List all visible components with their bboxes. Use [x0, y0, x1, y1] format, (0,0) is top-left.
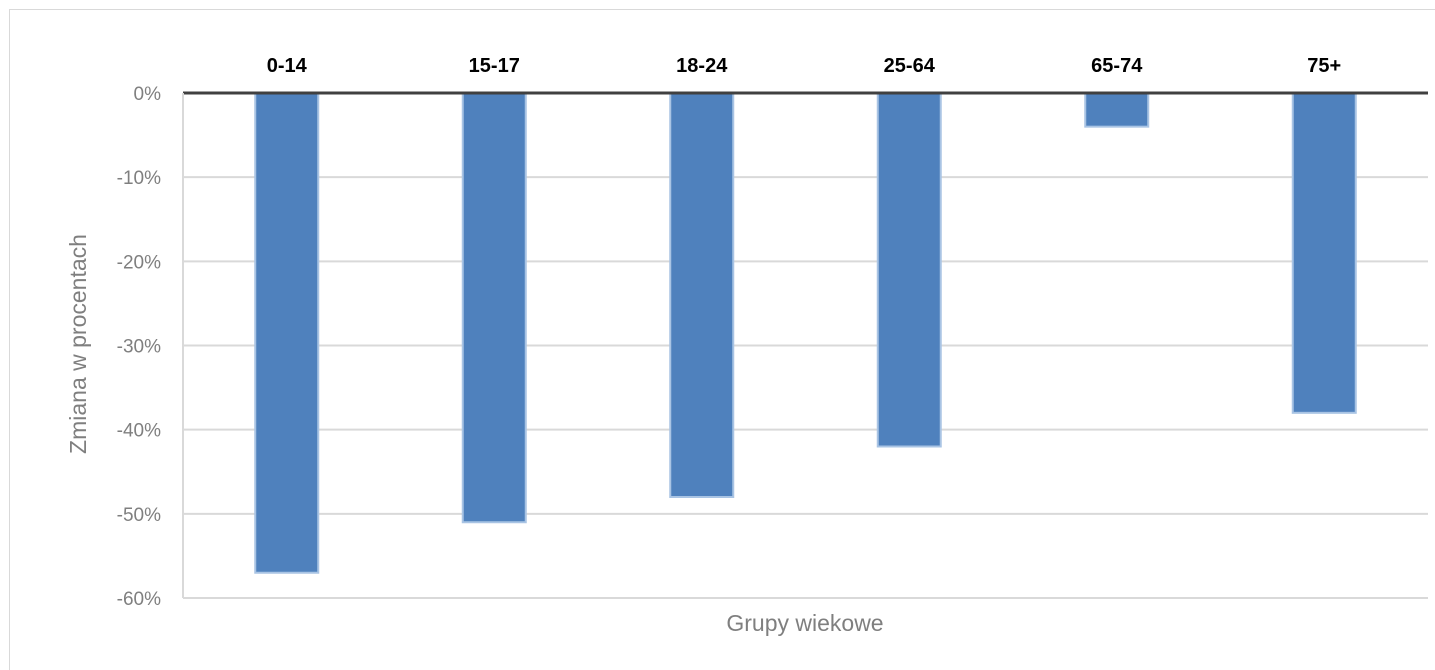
- y-tick-label: -50%: [117, 505, 161, 526]
- gridlines: [183, 176, 1428, 599]
- y-tick-label: -10%: [117, 168, 161, 189]
- y-tick-label: -30%: [117, 337, 161, 358]
- bar-75+: [1291, 92, 1357, 414]
- zero-axis: [182, 91, 1428, 598]
- y-axis-title: Zmiana w procentach: [65, 234, 91, 454]
- y-tick-label: -40%: [117, 421, 161, 442]
- bar-65-74: [1084, 92, 1150, 128]
- y-tick-label: 0%: [134, 84, 162, 105]
- category-label: 0-14: [267, 55, 308, 77]
- bars: [254, 92, 1357, 574]
- y-tick-labels: 0% -10% -20% -30% -40% -50% -60%: [117, 84, 161, 610]
- bar-0-14: [254, 92, 320, 574]
- category-labels: 0-14 15-17 18-24 25-64 65-74 75+: [267, 55, 1341, 77]
- bar-25-64: [876, 92, 942, 448]
- x-axis-title: Grupy wiekowe: [726, 610, 883, 636]
- bar-15-17: [461, 92, 527, 524]
- bar-18-24: [669, 92, 735, 498]
- category-label: 25-64: [884, 55, 936, 77]
- category-label: 75+: [1307, 55, 1341, 77]
- category-label: 18-24: [676, 55, 728, 77]
- category-label: 15-17: [469, 55, 520, 77]
- y-tick-label: -20%: [117, 252, 161, 273]
- category-label: 65-74: [1091, 55, 1143, 77]
- y-tick-label: -60%: [117, 589, 161, 610]
- chart-frame: [9, 9, 1435, 670]
